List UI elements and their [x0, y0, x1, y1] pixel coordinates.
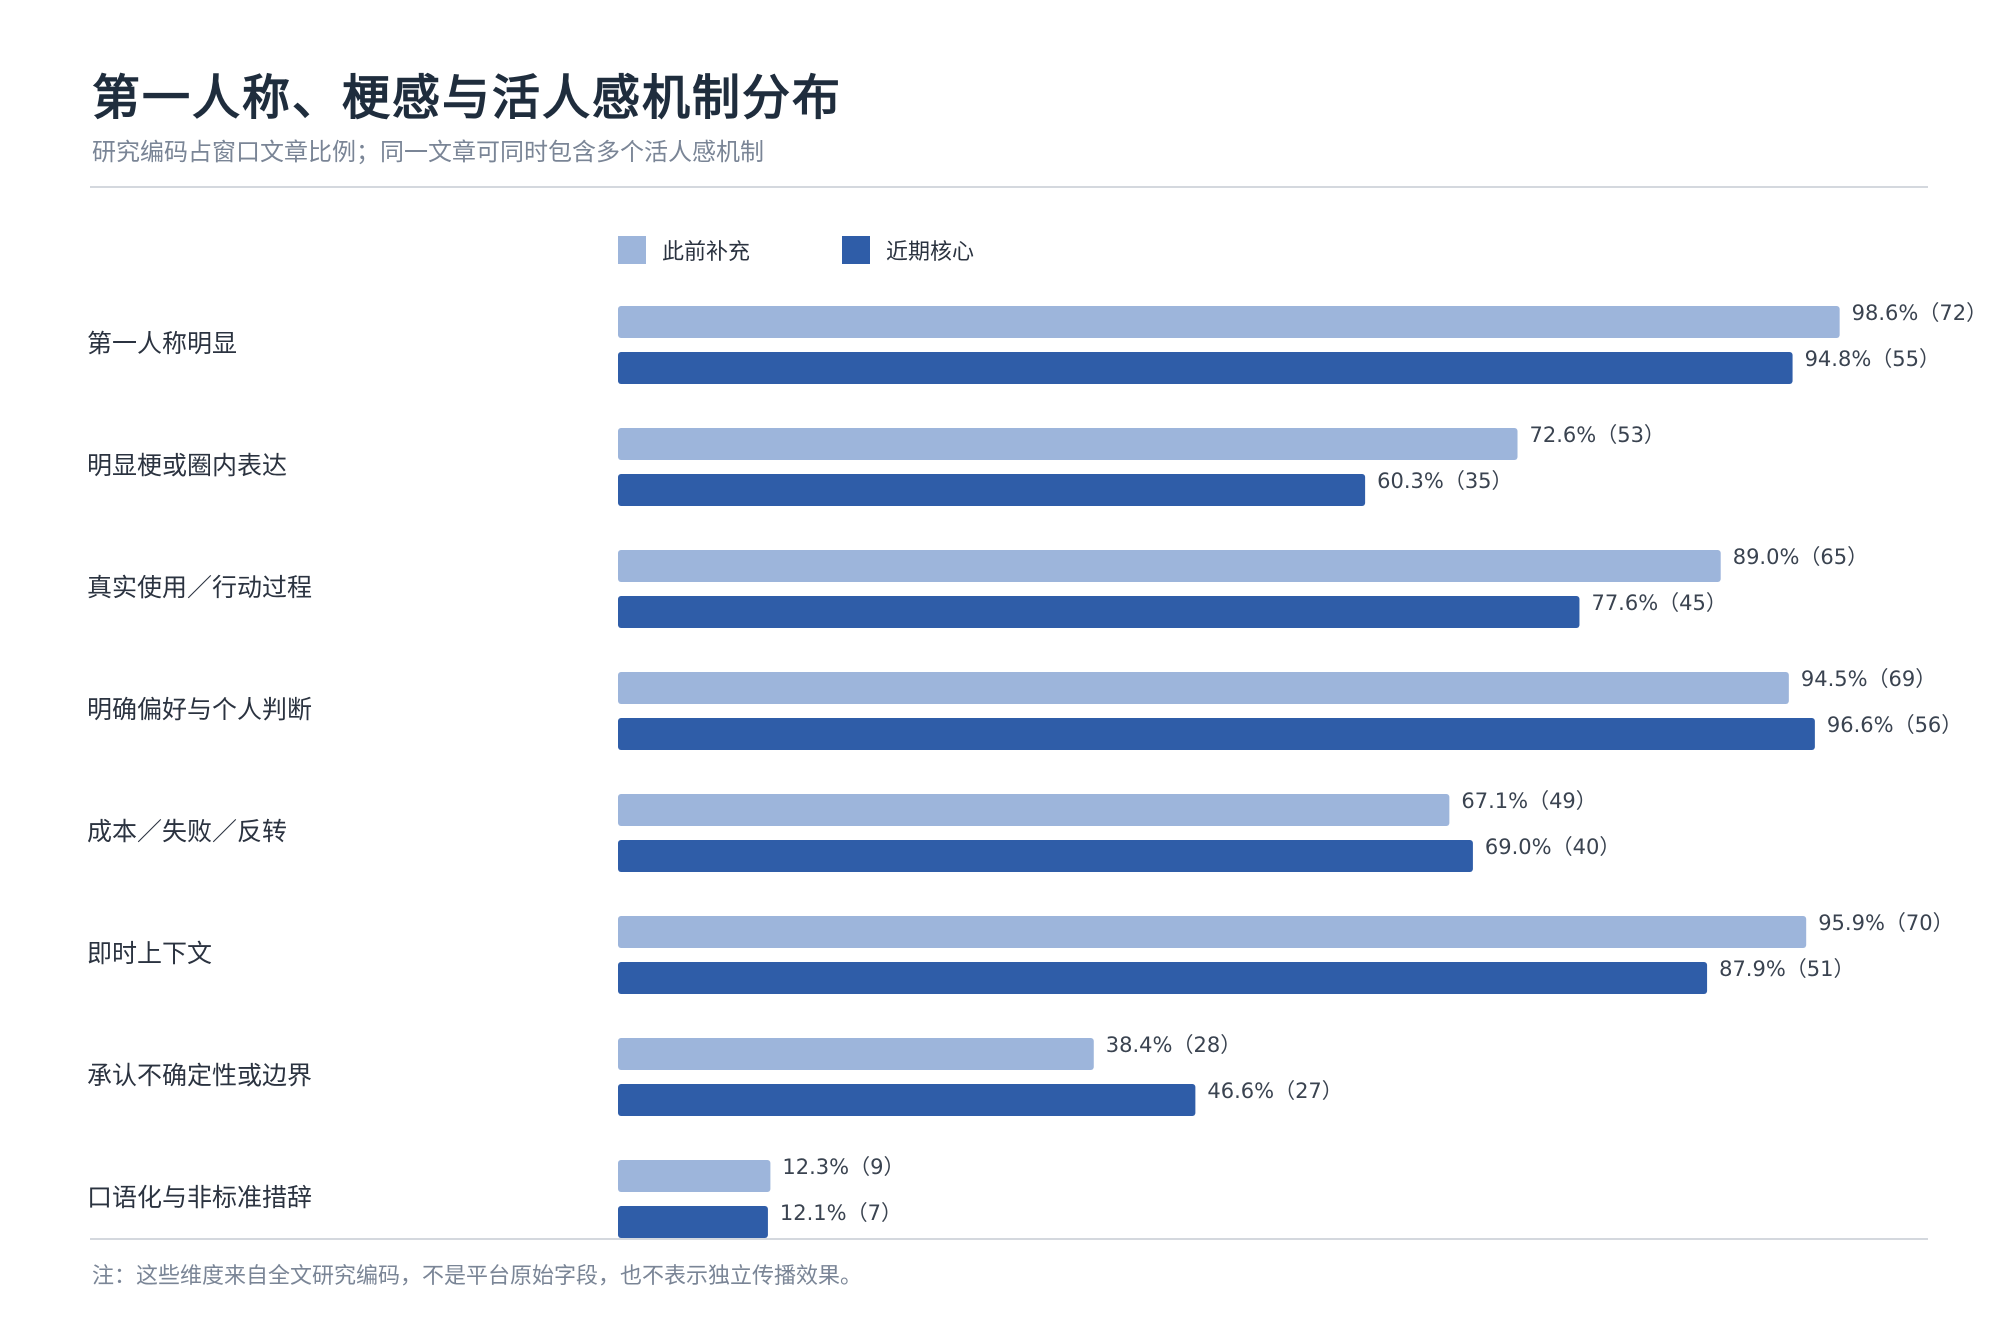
- legend-swatch-recent: [842, 236, 870, 264]
- bar-recent: [618, 840, 1473, 872]
- bar-prev: [618, 550, 1721, 582]
- value-label-recent: 96.6%（56）: [1827, 713, 1962, 737]
- category-label: 第一人称明显: [87, 329, 237, 358]
- legend: 此前补充 近期核心: [618, 236, 974, 265]
- value-label-prev: 98.6%（72）: [1852, 301, 1987, 325]
- legend-label-recent: 近期核心: [886, 240, 974, 265]
- category-label: 口语化与非标准措辞: [87, 1183, 312, 1212]
- value-label-recent: 46.6%（27）: [1207, 1079, 1342, 1103]
- value-label-prev: 94.5%（69）: [1801, 667, 1936, 691]
- bar-recent: [618, 596, 1580, 628]
- bar-prev: [618, 306, 1840, 338]
- category-label: 明显梗或圈内表达: [87, 451, 287, 480]
- value-label-recent: 94.8%（55）: [1805, 347, 1940, 371]
- value-label-recent: 77.6%（45）: [1591, 591, 1726, 615]
- category-label: 真实使用／行动过程: [87, 573, 312, 602]
- category-label: 承认不确定性或边界: [87, 1061, 312, 1090]
- value-label-prev: 89.0%（65）: [1733, 545, 1868, 569]
- bottom-divider: [90, 1238, 1928, 1240]
- bar-recent: [618, 1084, 1196, 1116]
- value-label-recent: 87.9%（51）: [1719, 957, 1854, 981]
- chart-title: 第一人称、梗感与活人感机制分布: [92, 70, 843, 126]
- value-label-prev: 67.1%（49）: [1461, 789, 1596, 813]
- bar-prev: [618, 672, 1789, 704]
- bar-prev: [618, 916, 1807, 948]
- bar-recent: [618, 718, 1815, 750]
- bar-recent: [618, 474, 1366, 506]
- category-label: 明确偏好与个人判断: [87, 695, 312, 724]
- category-label: 即时上下文: [87, 939, 212, 968]
- value-label-recent: 60.3%（35）: [1377, 469, 1512, 493]
- bar-prev: [618, 428, 1518, 460]
- value-labels: 98.6%（72） 94.8%（55） 72.6%（53） 60.3%（35） 89.0…: [780, 301, 1987, 1225]
- chart-subtitle: 研究编码占窗口文章比例；同一文章可同时包含多个活人感机制: [92, 138, 764, 166]
- category-labels: 第一人称明显明显梗或圈内表达真实使用／行动过程明确偏好与个人判断成本／失败／反转…: [87, 329, 312, 1212]
- legend-swatch-prev: [618, 236, 646, 264]
- bar-prev: [618, 794, 1450, 826]
- top-divider: [90, 186, 1928, 188]
- bar-prev: [618, 1038, 1094, 1070]
- value-label-recent: 12.1%（7）: [780, 1201, 902, 1225]
- value-label-prev: 38.4%（28）: [1106, 1033, 1241, 1057]
- legend-label-prev: 此前补充: [662, 240, 750, 265]
- footnote: 注：这些维度来自全文研究编码，不是平台原始字段，也不表示独立传播效果。: [92, 1264, 863, 1289]
- value-label-prev: 72.6%（53）: [1530, 423, 1665, 447]
- category-label: 成本／失败／反转: [87, 817, 287, 846]
- bar-prev: [618, 1160, 771, 1192]
- bar-recent: [618, 962, 1708, 994]
- value-label-recent: 69.0%（40）: [1485, 835, 1620, 859]
- bars: [618, 306, 1840, 1238]
- bar-recent: [618, 352, 1793, 384]
- value-label-prev: 12.3%（9）: [782, 1155, 904, 1179]
- value-label-prev: 95.9%（70）: [1818, 911, 1953, 935]
- bar-recent: [618, 1206, 768, 1238]
